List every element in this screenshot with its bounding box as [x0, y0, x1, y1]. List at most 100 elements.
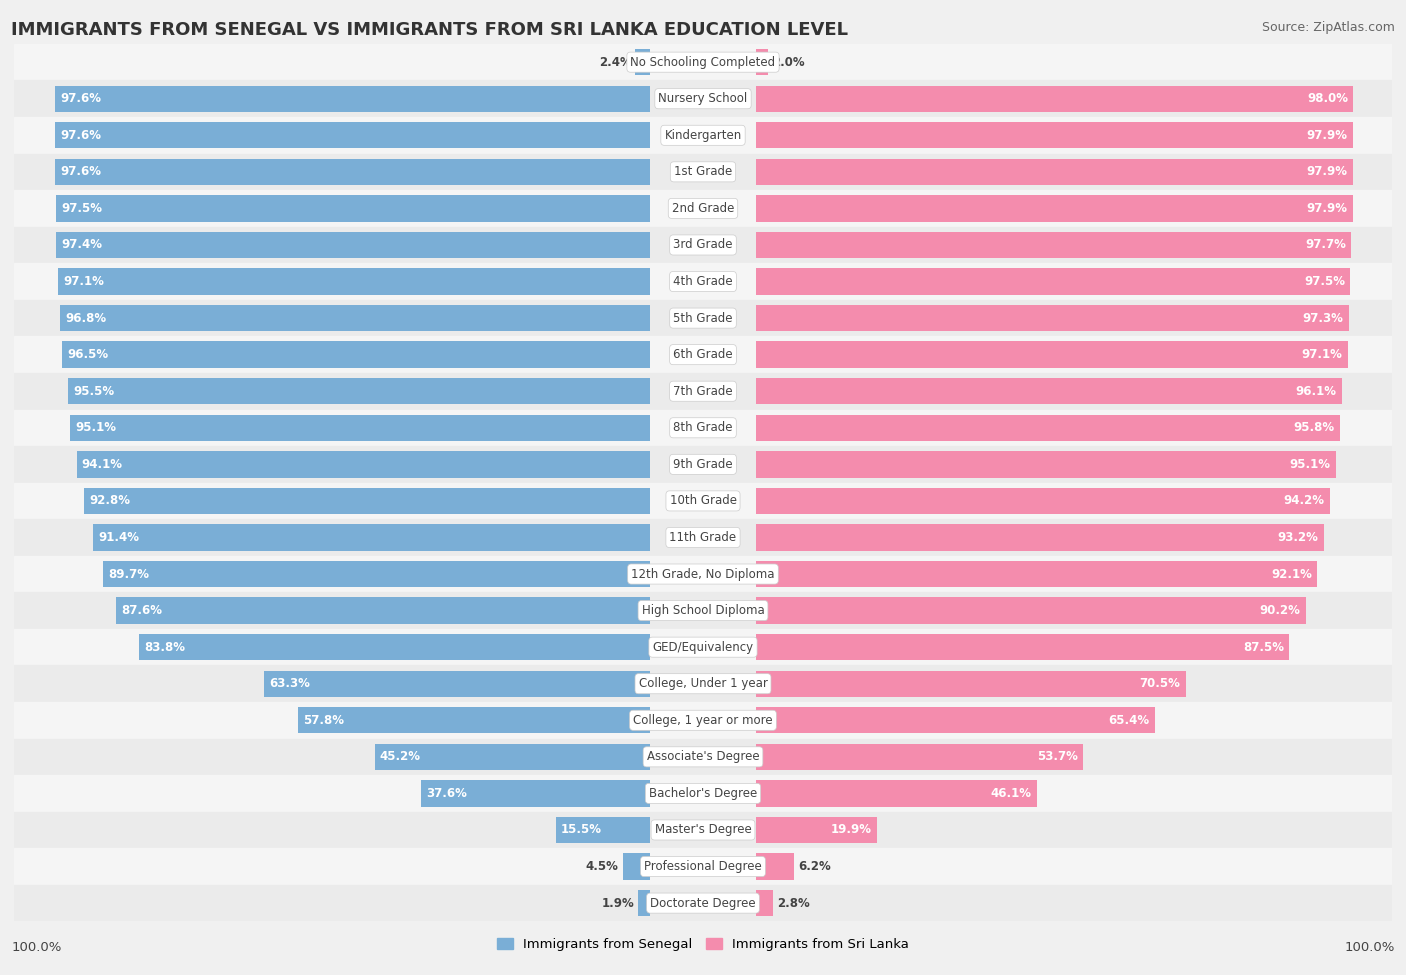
- Text: 53.7%: 53.7%: [1038, 751, 1078, 763]
- Text: Kindergarten: Kindergarten: [665, 129, 741, 141]
- Bar: [139, 634, 650, 660]
- Bar: [56, 232, 650, 258]
- Text: 97.9%: 97.9%: [1306, 166, 1347, 178]
- Text: 97.3%: 97.3%: [1303, 312, 1344, 325]
- Text: 3rd Grade: 3rd Grade: [673, 239, 733, 252]
- Bar: [56, 195, 650, 221]
- Bar: [14, 81, 1392, 117]
- Bar: [298, 707, 650, 733]
- Text: Master's Degree: Master's Degree: [655, 824, 751, 837]
- Text: 100.0%: 100.0%: [1344, 941, 1395, 954]
- Bar: [756, 268, 1350, 294]
- Text: 1st Grade: 1st Grade: [673, 166, 733, 178]
- Bar: [756, 378, 1341, 405]
- Bar: [14, 336, 1392, 372]
- Text: 89.7%: 89.7%: [108, 567, 149, 580]
- Bar: [756, 195, 1353, 221]
- Text: 37.6%: 37.6%: [426, 787, 467, 800]
- Bar: [756, 890, 773, 916]
- Bar: [756, 634, 1289, 660]
- Bar: [14, 775, 1392, 811]
- Bar: [756, 780, 1038, 806]
- Text: 19.9%: 19.9%: [831, 824, 872, 837]
- Text: Doctorate Degree: Doctorate Degree: [650, 897, 756, 910]
- Bar: [14, 811, 1392, 848]
- Bar: [756, 232, 1351, 258]
- Text: 93.2%: 93.2%: [1278, 531, 1319, 544]
- Bar: [76, 451, 650, 478]
- Text: 6th Grade: 6th Grade: [673, 348, 733, 361]
- Text: 97.6%: 97.6%: [60, 129, 101, 141]
- Text: 92.1%: 92.1%: [1271, 567, 1312, 580]
- Text: 97.6%: 97.6%: [60, 93, 101, 105]
- Text: No Schooling Completed: No Schooling Completed: [630, 56, 776, 68]
- Text: High School Diploma: High School Diploma: [641, 604, 765, 617]
- Text: 7th Grade: 7th Grade: [673, 385, 733, 398]
- Text: College, Under 1 year: College, Under 1 year: [638, 678, 768, 690]
- Text: 4th Grade: 4th Grade: [673, 275, 733, 288]
- Text: 96.1%: 96.1%: [1295, 385, 1336, 398]
- Bar: [67, 378, 650, 405]
- Text: 97.9%: 97.9%: [1306, 129, 1347, 141]
- Bar: [14, 885, 1392, 921]
- Bar: [756, 488, 1330, 514]
- Bar: [117, 598, 650, 624]
- Bar: [14, 44, 1392, 81]
- Bar: [756, 817, 877, 843]
- Text: 94.2%: 94.2%: [1284, 494, 1324, 507]
- Text: 2.0%: 2.0%: [772, 56, 804, 68]
- Bar: [14, 372, 1392, 409]
- Bar: [756, 49, 768, 75]
- Text: Professional Degree: Professional Degree: [644, 860, 762, 873]
- Text: 65.4%: 65.4%: [1108, 714, 1149, 726]
- Bar: [55, 86, 650, 112]
- Text: 95.5%: 95.5%: [73, 385, 114, 398]
- Text: 12th Grade, No Diploma: 12th Grade, No Diploma: [631, 567, 775, 580]
- Text: 63.3%: 63.3%: [270, 678, 311, 690]
- Bar: [756, 561, 1317, 587]
- Bar: [14, 117, 1392, 153]
- Text: 90.2%: 90.2%: [1260, 604, 1301, 617]
- Text: 70.5%: 70.5%: [1139, 678, 1181, 690]
- Bar: [14, 483, 1392, 519]
- Text: 97.9%: 97.9%: [1306, 202, 1347, 214]
- Bar: [55, 159, 650, 185]
- Bar: [756, 525, 1324, 551]
- Text: 45.2%: 45.2%: [380, 751, 420, 763]
- Text: 83.8%: 83.8%: [145, 641, 186, 653]
- Bar: [638, 890, 650, 916]
- Bar: [14, 519, 1392, 556]
- Text: 95.8%: 95.8%: [1294, 421, 1334, 434]
- Text: 96.5%: 96.5%: [67, 348, 108, 361]
- Text: 1.9%: 1.9%: [602, 897, 634, 910]
- Text: 95.1%: 95.1%: [76, 421, 117, 434]
- Text: 97.1%: 97.1%: [1302, 348, 1343, 361]
- Text: Source: ZipAtlas.com: Source: ZipAtlas.com: [1261, 21, 1395, 34]
- Text: 97.5%: 97.5%: [60, 202, 103, 214]
- Bar: [756, 853, 794, 879]
- Bar: [62, 341, 650, 368]
- Legend: Immigrants from Senegal, Immigrants from Sri Lanka: Immigrants from Senegal, Immigrants from…: [492, 933, 914, 956]
- Text: 92.8%: 92.8%: [90, 494, 131, 507]
- Text: Bachelor's Degree: Bachelor's Degree: [650, 787, 756, 800]
- Text: 97.1%: 97.1%: [63, 275, 104, 288]
- Bar: [555, 817, 650, 843]
- Text: 87.6%: 87.6%: [121, 604, 163, 617]
- Bar: [756, 414, 1340, 441]
- Bar: [374, 744, 650, 770]
- Bar: [264, 671, 650, 697]
- Text: 94.1%: 94.1%: [82, 458, 122, 471]
- Bar: [14, 300, 1392, 336]
- Bar: [14, 410, 1392, 447]
- Bar: [14, 848, 1392, 885]
- Text: 11th Grade: 11th Grade: [669, 531, 737, 544]
- Text: Nursery School: Nursery School: [658, 93, 748, 105]
- Bar: [58, 268, 650, 294]
- Text: College, 1 year or more: College, 1 year or more: [633, 714, 773, 726]
- Bar: [84, 488, 650, 514]
- Text: 4.5%: 4.5%: [586, 860, 619, 873]
- Bar: [756, 707, 1154, 733]
- Bar: [756, 671, 1185, 697]
- Text: 97.4%: 97.4%: [62, 239, 103, 252]
- Bar: [756, 159, 1353, 185]
